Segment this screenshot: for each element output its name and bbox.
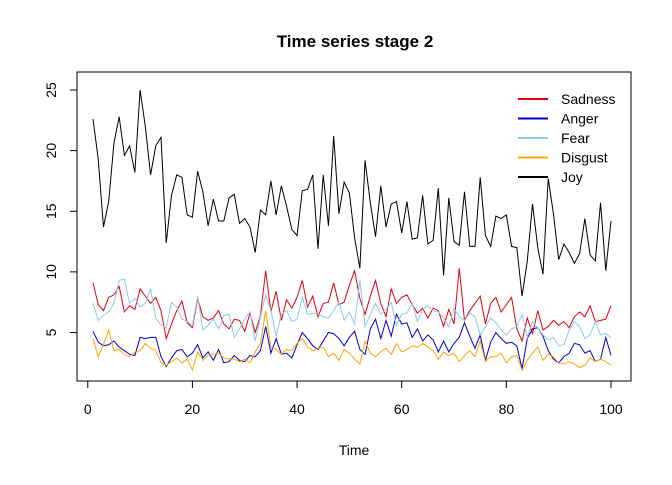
legend: Sadness Anger Fear Disgust Joy xyxy=(518,91,615,185)
series-line-joy xyxy=(92,89,612,297)
series-line-sadness xyxy=(92,268,612,343)
x-axis-label: Time xyxy=(339,442,370,458)
chart-title: Time series stage 2 xyxy=(277,32,434,51)
series-lines xyxy=(92,89,612,372)
y-tick-label: 10 xyxy=(43,264,59,280)
x-tick-label: 80 xyxy=(499,401,515,417)
y-tick-label: 25 xyxy=(43,82,59,98)
legend-label-joy: Joy xyxy=(561,169,583,185)
x-tick-label: 60 xyxy=(394,401,410,417)
legend-label-fear: Fear xyxy=(561,130,590,146)
legend-label-disgust: Disgust xyxy=(561,150,608,166)
series-line-fear xyxy=(92,278,612,347)
legend-label-anger: Anger xyxy=(561,111,599,127)
y-axis: 5 10 15 20 25 xyxy=(43,82,78,336)
x-tick-label: 40 xyxy=(289,401,305,417)
x-tick-label: 100 xyxy=(599,401,623,417)
x-tick-label: 20 xyxy=(185,401,201,417)
x-axis: 0 20 40 60 80 100 xyxy=(84,380,623,417)
series-line-disgust xyxy=(92,310,612,372)
y-tick-label: 20 xyxy=(43,143,59,159)
series-line-anger xyxy=(92,312,612,369)
y-tick-label: 5 xyxy=(43,328,59,336)
y-tick-label: 15 xyxy=(43,203,59,219)
x-tick-label: 0 xyxy=(84,401,92,417)
legend-label-sadness: Sadness xyxy=(561,91,615,107)
